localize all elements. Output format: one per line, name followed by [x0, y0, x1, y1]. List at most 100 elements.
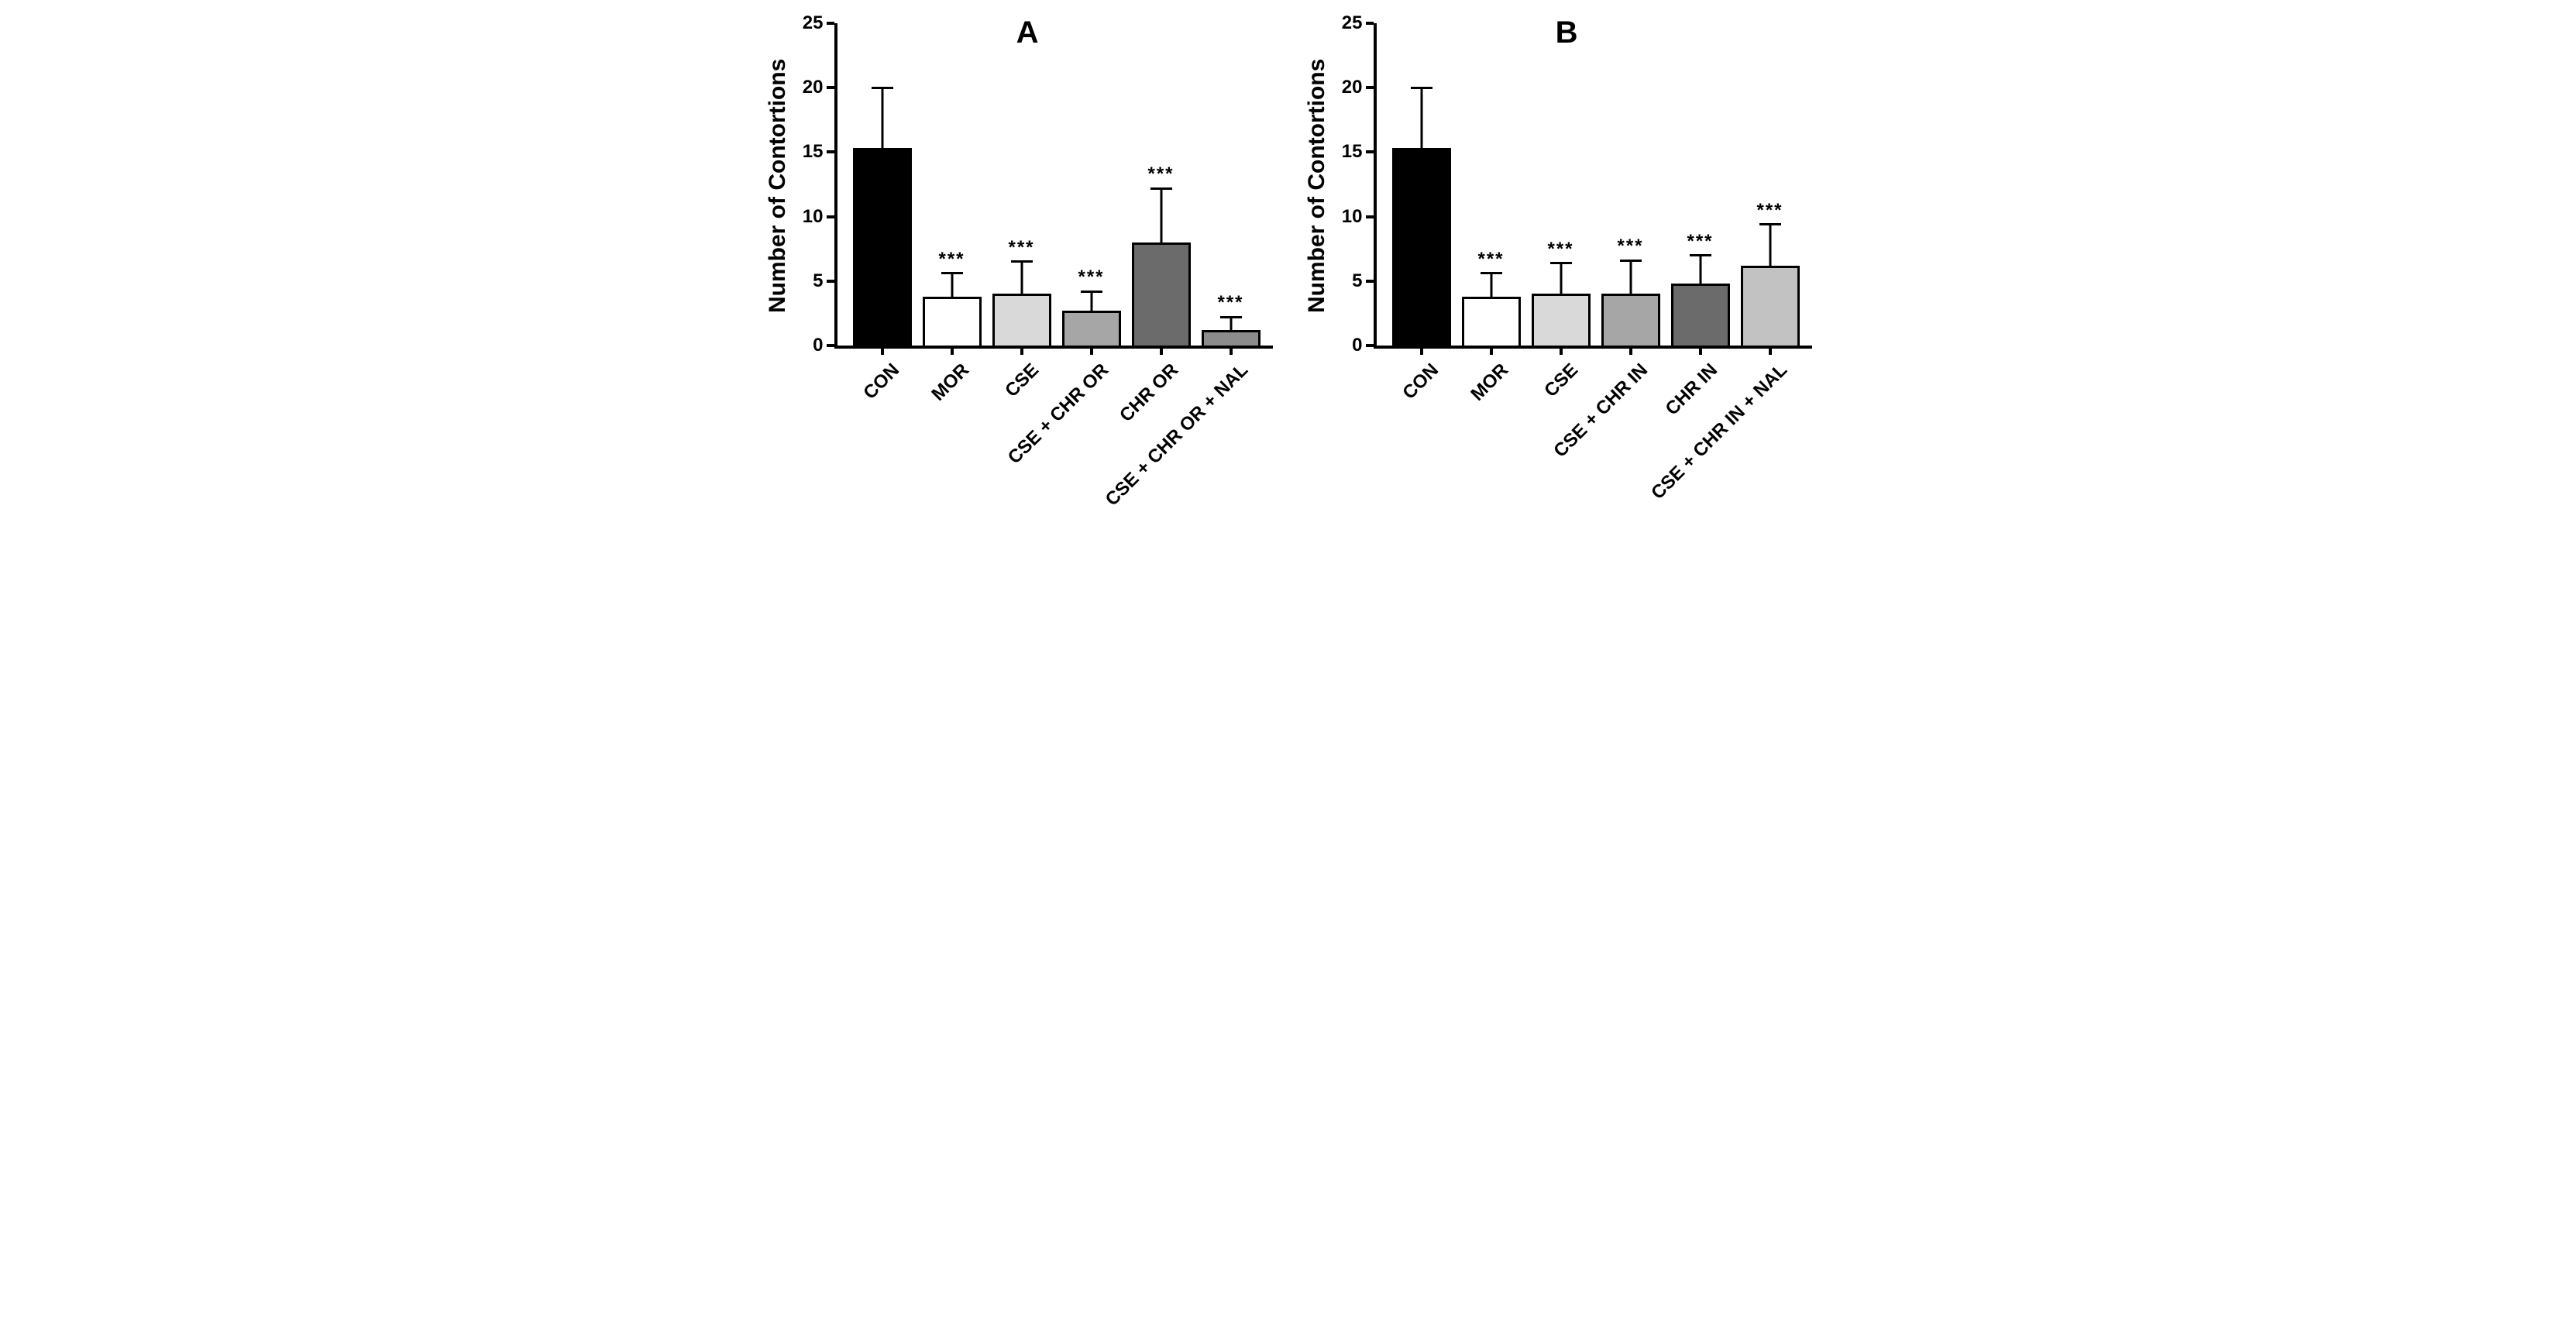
y-tick-mark — [1366, 150, 1374, 153]
x-tick-mark — [1230, 347, 1233, 355]
error-cap — [1411, 87, 1432, 89]
bar-slot: *** — [1741, 23, 1800, 346]
error-cap — [1081, 291, 1102, 293]
y-tick-label: 10 — [803, 206, 824, 228]
bar-slot — [853, 23, 912, 346]
bars-container: *** *** *** *** *** — [1377, 23, 1815, 346]
significance-marker: *** — [1687, 231, 1713, 253]
error-bar — [1769, 225, 1771, 266]
y-tick-label: 5 — [813, 270, 823, 292]
y-tick-mark — [1366, 215, 1374, 218]
bar-slot: *** — [1202, 23, 1260, 346]
error-cap — [1150, 187, 1172, 190]
y-tick: 5 — [1352, 270, 1373, 292]
significance-marker: *** — [1147, 163, 1174, 185]
x-tick-label: CSE + CHR OR + NAL — [1101, 359, 1252, 511]
y-tick: 20 — [803, 77, 834, 98]
plot-column: *** *** *** *** *** CONMORCSECSE + CHR INCHR … — [1374, 23, 1812, 561]
error-cap — [872, 87, 893, 89]
x-labels: CONMORCSECSE + CHR ORCHR ORCSE + CHR OR … — [834, 359, 1273, 561]
panel-B: BNumber of Contortions0510152025********… — [1304, 23, 1812, 561]
bar-slot: *** — [1671, 23, 1730, 346]
panel-A: ANumber of Contortions0510152025********… — [765, 23, 1273, 561]
x-tick-label: MOR — [927, 359, 973, 405]
y-tick-label: 20 — [1342, 77, 1363, 98]
y-tick-label: 25 — [1342, 12, 1363, 34]
bar — [1671, 284, 1730, 346]
error-bar — [1090, 291, 1092, 311]
bar-slot: *** — [1062, 23, 1121, 346]
error-cap — [1759, 223, 1781, 225]
x-tick-mark — [1699, 347, 1702, 355]
x-tick-label: CSE + CHR IN + NAL — [1647, 359, 1792, 504]
significance-marker: *** — [1008, 237, 1034, 259]
y-tick-mark — [827, 22, 834, 25]
bar — [1741, 266, 1800, 346]
y-tick-label: 0 — [1352, 335, 1362, 356]
error-bar — [1699, 256, 1701, 284]
x-tick-mark — [1020, 347, 1023, 355]
error-bar — [1560, 263, 1562, 294]
x-tick-mark — [1769, 347, 1772, 355]
error-cap — [1690, 254, 1711, 256]
bar — [1392, 148, 1451, 346]
bar — [1202, 330, 1260, 346]
y-tick: 15 — [1342, 141, 1374, 163]
significance-marker: *** — [1217, 292, 1243, 314]
y-tick-mark — [1366, 22, 1374, 25]
figure: ANumber of Contortions0510152025********… — [0, 0, 2576, 576]
error-bar — [1490, 273, 1492, 297]
bar-slot: *** — [992, 23, 1051, 346]
x-tick-label: CON — [1398, 359, 1443, 404]
significance-marker: *** — [1756, 200, 1783, 222]
chart-wrap: Number of Contortions0510152025*********… — [1304, 23, 1812, 561]
x-tick-mark — [1560, 347, 1563, 355]
y-tick-mark — [1366, 280, 1374, 283]
y-tick-label: 0 — [813, 335, 823, 356]
bar — [1132, 242, 1191, 346]
y-tick-mark — [827, 150, 834, 153]
error-cap — [1550, 262, 1572, 264]
significance-marker: *** — [1477, 249, 1504, 270]
y-tick-mark — [827, 86, 834, 89]
y-tick: 15 — [803, 141, 834, 163]
bar — [853, 148, 912, 346]
y-tick: 25 — [1342, 12, 1374, 34]
x-tick-label: CHR OR — [1116, 359, 1183, 427]
bar — [1462, 297, 1521, 346]
plot-area: *** *** *** *** *** — [1374, 23, 1812, 349]
y-tick-label: 20 — [803, 77, 824, 98]
x-tick-mark — [881, 347, 884, 355]
y-axis-label: Number of Contortions — [1304, 23, 1330, 349]
bar — [1601, 294, 1660, 346]
significance-marker: *** — [1617, 236, 1643, 257]
error-bar — [1020, 262, 1023, 294]
y-tick: 10 — [803, 206, 834, 228]
bar-slot: *** — [1601, 23, 1660, 346]
error-bar — [951, 273, 953, 297]
bar-slot: *** — [1462, 23, 1521, 346]
y-tick-label: 25 — [803, 12, 824, 34]
bars-container: *************** — [837, 23, 1276, 346]
y-tick-mark — [827, 215, 834, 218]
y-axis-label: Number of Contortions — [765, 23, 791, 349]
plot-column: ***************CONMORCSECSE + CHR ORCHR … — [834, 23, 1273, 561]
x-tick-mark — [1629, 347, 1632, 355]
y-tick-mark — [1366, 86, 1374, 89]
y-tick: 0 — [813, 335, 834, 356]
x-tick-label: CON — [859, 359, 904, 404]
y-tick-label: 5 — [1352, 270, 1362, 292]
error-cap — [1620, 260, 1642, 262]
y-tick: 10 — [1342, 206, 1374, 228]
x-labels: CONMORCSECSE + CHR INCHR INCSE + CHR IN … — [1374, 359, 1812, 561]
y-axis: 0510152025 — [796, 23, 834, 349]
bar-slot: *** — [1532, 23, 1591, 346]
bar-slot: *** — [1132, 23, 1191, 346]
bar — [923, 297, 982, 346]
significance-marker: *** — [1547, 239, 1573, 260]
y-tick: 5 — [813, 270, 834, 292]
y-tick-label: 15 — [1342, 141, 1363, 163]
y-axis: 0510152025 — [1335, 23, 1374, 349]
error-bar — [881, 88, 883, 148]
x-tick-label: CHR IN — [1661, 359, 1721, 420]
